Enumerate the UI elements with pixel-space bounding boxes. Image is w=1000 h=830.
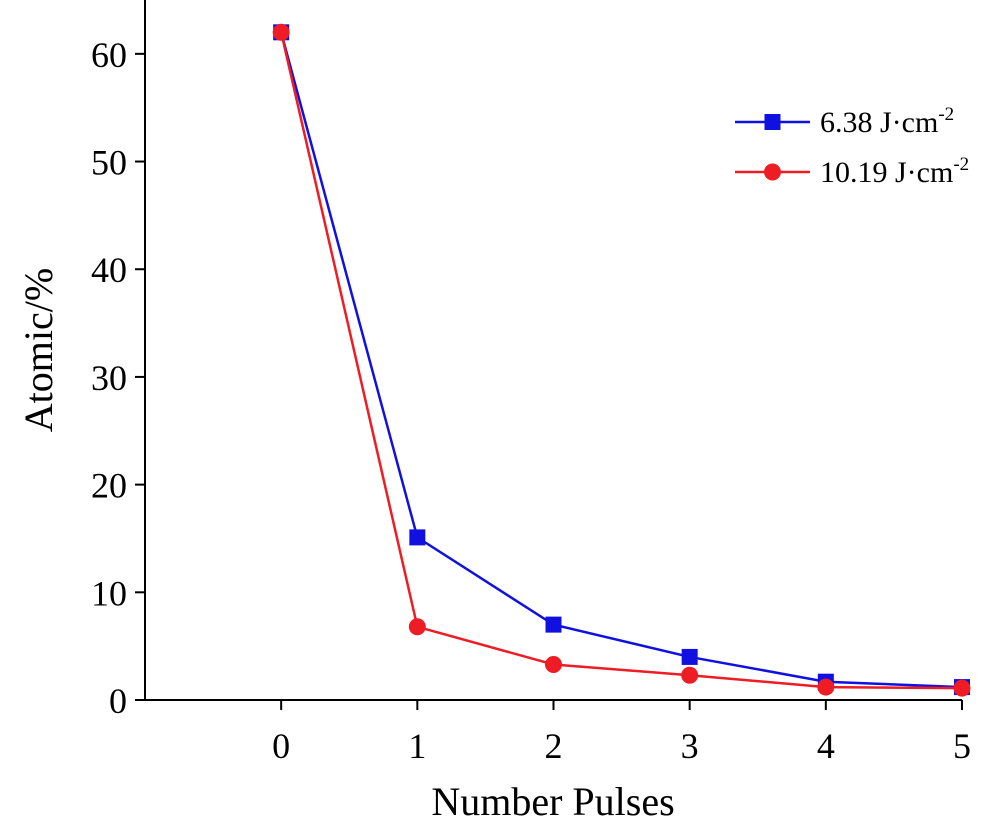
- y-tick-label: 20: [91, 466, 127, 506]
- x-tick-label: 0: [272, 726, 290, 766]
- data-point: [545, 655, 562, 673]
- axes: [144, 0, 962, 701]
- data-point: [272, 23, 290, 41]
- y-tick-label: 60: [91, 35, 127, 75]
- legend-marker: [764, 163, 781, 181]
- legend-label: 6.38 J·cm-2: [820, 104, 954, 139]
- data-point: [409, 529, 426, 546]
- x-tick-label: 3: [681, 726, 699, 766]
- legend-marker: [764, 114, 781, 130]
- legend-item: 10.19 J·cm-2: [735, 154, 969, 189]
- legend-item: 6.38 J·cm-2: [735, 104, 954, 139]
- series-2: [272, 23, 971, 697]
- series-line: [279, 32, 963, 690]
- y-axis-ticks: 0 10 20 30 40 50 60: [91, 35, 145, 721]
- x-axis-ticks: 0 1 2 3 4 5: [272, 700, 971, 766]
- y-tick-label: 30: [91, 358, 127, 398]
- x-tick-label: 4: [817, 726, 835, 766]
- series-line: [279, 31, 963, 689]
- y-tick-label: 0: [109, 681, 127, 721]
- y-tick-label: 50: [91, 143, 127, 183]
- y-tick-label: 40: [91, 250, 127, 290]
- data-point: [681, 666, 699, 684]
- x-tick-label: 5: [953, 726, 971, 766]
- data-point: [545, 616, 562, 633]
- series-layer: [272, 23, 971, 697]
- y-tick-label: 10: [91, 573, 127, 613]
- x-axis-title: Number Pulses: [431, 779, 674, 824]
- legend-label: 10.19 J·cm-2: [820, 154, 969, 189]
- y-axis-title: Atomic/%: [16, 268, 61, 432]
- data-point: [817, 678, 835, 696]
- x-tick-label: 2: [545, 726, 563, 766]
- data-point: [953, 679, 971, 697]
- data-point: [681, 648, 698, 665]
- x-tick-label: 1: [408, 726, 426, 766]
- data-point: [408, 618, 426, 636]
- legend: 6.38 J·cm-2 10.19 J·cm-2: [735, 104, 969, 189]
